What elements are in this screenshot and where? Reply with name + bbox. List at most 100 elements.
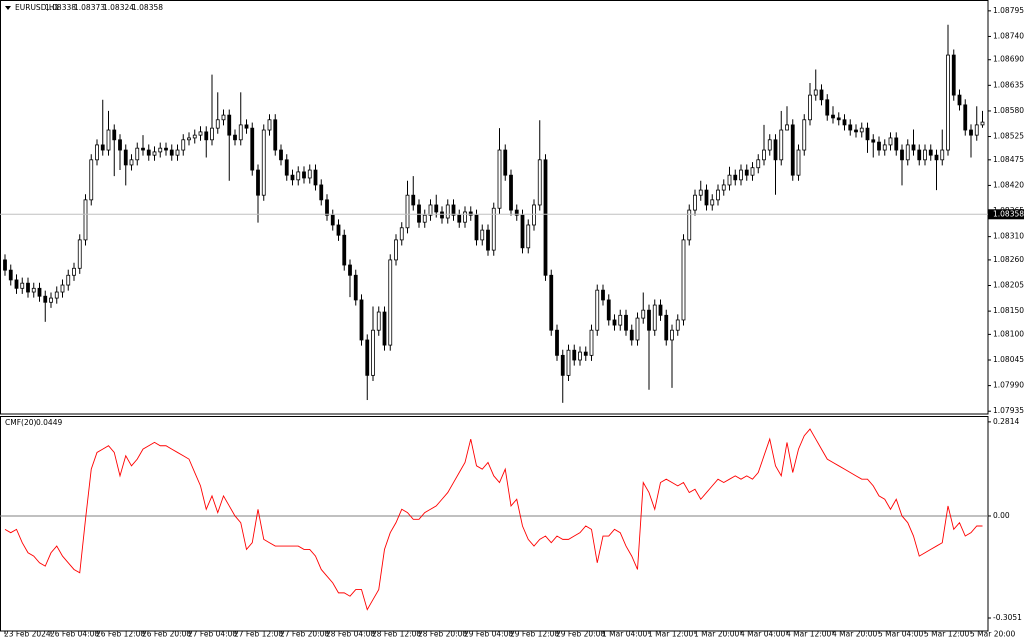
candle-body (192, 134, 197, 139)
candle-body (376, 311, 381, 331)
candle-body (290, 174, 295, 181)
candle-body (560, 354, 565, 376)
candle-body (267, 119, 272, 131)
candle-body (336, 224, 341, 236)
candle-body (204, 131, 209, 141)
candle-body (900, 149, 904, 161)
dropdown-icon[interactable] (5, 6, 11, 10)
y-tick-label: 1.08740 (993, 31, 1024, 40)
last-price-label: 1.08358 (993, 209, 1024, 218)
candle-body (497, 149, 502, 209)
candle-body (750, 167, 755, 176)
candle-body (744, 169, 749, 176)
candle-body (445, 204, 450, 219)
candle-body (773, 139, 778, 161)
candle-body (785, 124, 789, 131)
candle-body (859, 127, 864, 133)
candle-body (353, 274, 358, 301)
candle-body (946, 54, 950, 151)
candle-body (664, 314, 669, 341)
candle-body (123, 149, 128, 166)
candle-body (848, 124, 853, 131)
candle-body (468, 211, 473, 216)
x-tick-label: 5 Mar 12:00 (924, 630, 970, 639)
candle-body (221, 114, 226, 121)
x-tick-label: 5 Mar 20:00 (970, 630, 1016, 639)
candle-body (589, 329, 594, 356)
candle-body (342, 234, 347, 266)
candle-body (578, 351, 582, 361)
candle-body (572, 349, 577, 361)
candle-body (313, 169, 318, 186)
candle-body (181, 139, 186, 151)
candle-body (187, 137, 191, 141)
candle-body (905, 144, 910, 161)
candle-body (43, 295, 48, 303)
candle-body (595, 289, 600, 331)
candle-body (434, 204, 439, 213)
candle-body (865, 127, 870, 141)
candle-body (526, 224, 531, 249)
candle-body (106, 129, 111, 151)
candle-body (928, 149, 933, 156)
candle-body (54, 291, 59, 299)
candle-body (284, 159, 289, 176)
candle-body (963, 104, 968, 131)
candle-body (417, 204, 421, 223)
header-high: 1.08373 (74, 3, 105, 12)
candle-body (411, 194, 416, 206)
candle-body (974, 124, 979, 136)
candle-body (514, 209, 519, 216)
candle-body (825, 99, 830, 116)
candle-body (888, 137, 893, 146)
y-tick-label: -0.3051 (993, 613, 1022, 622)
candle-body (238, 124, 243, 141)
header-close: 1.08358 (132, 3, 163, 12)
candle-body (215, 119, 220, 129)
indicator-window-frame (0, 416, 989, 632)
y-tick-label: 0.2814 (993, 417, 1019, 426)
x-tick-label: 27 Feb 12:00 (234, 630, 283, 639)
candle-body (371, 329, 375, 376)
candle-body (819, 89, 824, 101)
candle-body (319, 184, 324, 201)
candle-body (658, 304, 663, 316)
candle-body (480, 229, 485, 241)
header-low: 1.08324 (103, 3, 134, 12)
candle-body (302, 171, 306, 179)
candle-body (716, 189, 720, 201)
candle-body (917, 149, 922, 161)
x-tick-label: 5 Mar 04:00 (878, 630, 924, 639)
candle-body (537, 159, 542, 206)
indicator-value: 0.0449 (36, 418, 62, 427)
x-tick-label: 29 Feb 04:00 (464, 630, 513, 639)
candle-body (198, 131, 203, 136)
candle-body (698, 189, 703, 196)
candle-body (233, 134, 237, 141)
candle-body (49, 297, 53, 303)
candle-body (146, 149, 151, 156)
candle-body (256, 169, 260, 196)
last-price-box (988, 209, 1024, 220)
candle-body (624, 314, 628, 331)
x-tick-label: 4 Mar 20:00 (832, 630, 878, 639)
candle-body (325, 199, 329, 216)
y-tick-label: 1.08420 (993, 180, 1024, 189)
candle-body (503, 149, 508, 176)
candle-body (882, 144, 887, 151)
x-tick-label: 1 Mar 20:00 (694, 630, 740, 639)
candle-body (739, 169, 743, 181)
candle-body (244, 124, 249, 129)
candle-body (601, 289, 605, 301)
y-tick-label: 1.08795 (993, 6, 1024, 15)
candle-body (756, 159, 761, 169)
candle-body (555, 329, 559, 356)
candle-body (486, 229, 490, 251)
candle-body (721, 184, 726, 191)
candle-body (250, 127, 255, 171)
y-tick-label: 1.08525 (993, 132, 1024, 141)
candle-body (980, 121, 985, 126)
candle-body (3, 259, 7, 271)
x-tick-label: 4 Mar 04:00 (740, 630, 786, 639)
